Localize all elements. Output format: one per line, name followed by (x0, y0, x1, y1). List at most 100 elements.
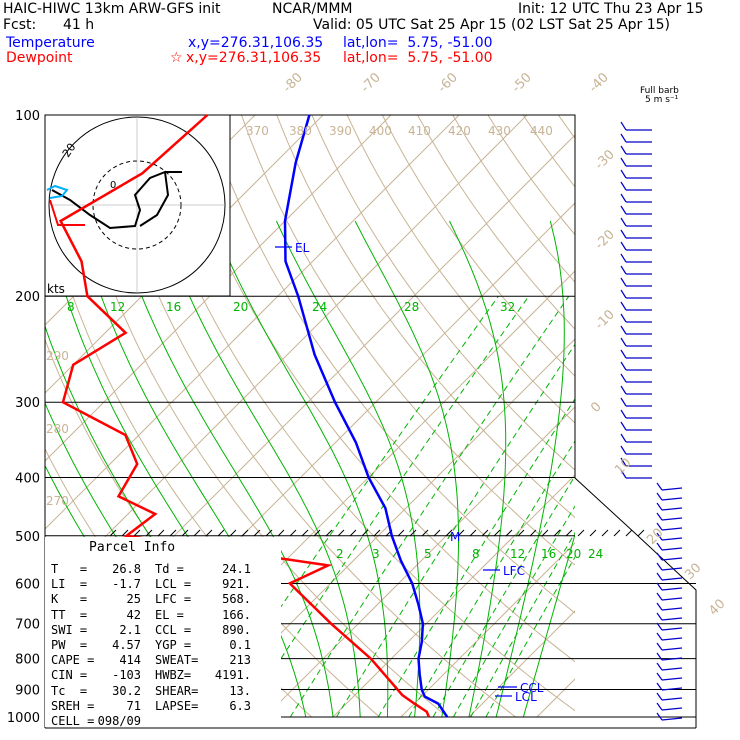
wind-barb-flag (620, 169, 627, 179)
isotherm-line (468, 610, 575, 718)
init-time: Init: 12 UTC Thu 23 Apr 15 (518, 1, 704, 17)
pressure-tick-label: 300 (15, 396, 40, 411)
wind-barb-flag (656, 492, 663, 501)
wind-barb-flag (620, 469, 627, 479)
parcel-info-cell: 414 (119, 653, 141, 668)
parcel-info-cell: CCL = (155, 622, 192, 637)
parcel-info-cell: 166. (222, 607, 251, 622)
mixing-ratio-label: 24 (312, 300, 327, 314)
wind-barb-flag (656, 592, 663, 601)
dry-adiabat-line (65, 115, 448, 718)
level-hatch-mark (289, 529, 297, 537)
level-hatch-mark (277, 529, 285, 537)
temperature-legend: Temperature (6, 35, 95, 51)
hodograph-trace (51, 170, 170, 230)
level-hatch-mark (169, 529, 177, 537)
pressure-tick-label: 500 (15, 530, 40, 545)
level-hatch-mark (541, 529, 549, 537)
dry-adiabat-line (557, 115, 575, 140)
level-hatch-mark (553, 529, 561, 537)
wind-barb-staff (661, 627, 683, 631)
level-hatch-mark (205, 529, 213, 537)
mixing-ratio-line (432, 474, 575, 718)
parcel-info-cell: 890. (222, 622, 251, 637)
isotherm-line (332, 474, 575, 718)
dry-adiabat-label: 410 (408, 124, 431, 138)
pressure-tick-label: 800 (15, 653, 40, 668)
level-hatch-mark (217, 529, 225, 537)
barb-scale-units: 5 m s⁻¹ (645, 95, 679, 105)
m-level-label: M (450, 530, 460, 544)
parcel-info-row: T = 26.8 Td = 24.1 (51, 562, 281, 577)
dry-adiabat-line (241, 115, 575, 566)
parcel-info-cell: LAPSE= (155, 698, 199, 713)
wind-barb-staff (661, 637, 683, 641)
wind-barb-flag (620, 313, 627, 323)
parcel-info-cell: 13. (229, 683, 251, 698)
pressure-tick-label: 900 (15, 683, 40, 698)
parcel-info-row: CIN = -103 HWBZ= 4191. (51, 668, 281, 683)
parcel-info-cell: Td = (155, 562, 184, 576)
isotherm-label: 40 (706, 597, 728, 619)
moist-adiabat-line (275, 220, 421, 718)
isotherm-label: -60 (435, 70, 461, 96)
dewpoint-latlon: lat,lon= 5.75, -51.00 (343, 50, 493, 66)
wind-barbs (620, 121, 683, 721)
moist-adiabat-line (495, 220, 565, 718)
mixing-ratio-label: 24 (588, 547, 603, 561)
dry-adiabat-line (276, 115, 575, 519)
parcel-info-cell: Tc = (51, 683, 88, 698)
wind-barb-flag (656, 652, 663, 661)
parcel-info-cell: 098/09 (97, 714, 141, 728)
wind-barb-flag (656, 572, 663, 581)
parcel-info-cell: -103 (112, 668, 141, 683)
parcel-info-cell: HWBZ= (155, 668, 192, 683)
level-hatch-mark (409, 529, 417, 537)
wind-barb-flag (656, 612, 663, 621)
level-hatch-mark (577, 529, 585, 537)
valid-time: Valid: 05 UTC Sat 25 Apr 15 (02 LST Sat … (313, 17, 671, 33)
wind-barb-staff (661, 597, 683, 601)
level-hatch-mark (613, 529, 621, 537)
parcel-info-cell: CELL = (51, 714, 95, 728)
hodograph-kts-label: kts (47, 282, 65, 296)
mixing-ratio-line (485, 556, 575, 718)
wind-barb-flag (656, 562, 663, 571)
wind-barb-flag (620, 301, 627, 311)
pressure-tick-label: 100 (15, 109, 40, 124)
model-title: HAIC-HIWC 13km ARW-GFS init (3, 1, 221, 17)
dry-adiabat-line (417, 115, 575, 330)
mixing-ratio-label: 16 (541, 547, 556, 561)
mixing-ratio-label: 12 (110, 300, 125, 314)
pressure-tick-label: 400 (15, 471, 40, 486)
parcel-info-cell: 0.1 (229, 638, 251, 652)
moist-adiabat-line (449, 220, 507, 718)
level-hatch-mark (133, 529, 141, 537)
wind-barb-staff (661, 537, 683, 541)
isotherm-label: 10 (612, 456, 634, 478)
mixing-ratio-label: 2 (336, 547, 344, 561)
parcel-info-cell: SWI = (51, 622, 88, 637)
wind-barb-staff (661, 517, 683, 521)
wind-barb-flag (656, 682, 663, 691)
level-hatch-mark (457, 529, 465, 537)
level-hatch-mark (589, 529, 597, 537)
wind-barb-flag (620, 349, 627, 359)
parcel-info-cell: 921. (222, 577, 251, 592)
dry-adiabat-line (381, 115, 575, 377)
level-hatch-mark (253, 529, 261, 537)
mixing-ratio-label: 8 (472, 547, 480, 561)
wind-barb-flag (620, 277, 627, 287)
level-hatch-mark (433, 529, 441, 537)
dry-adiabat-line (205, 115, 575, 614)
isotherm-label: -80 (280, 70, 306, 96)
isotherm-label: -50 (509, 70, 535, 96)
hodograph-upper-trace (46, 184, 69, 199)
wind-barb-flag (620, 385, 627, 395)
org-label: NCAR/MMM (272, 1, 353, 17)
parcel-info-row: CELL = 098/09 (51, 714, 281, 729)
parcel-info-title: Parcel Info (89, 540, 176, 555)
wind-barb-flag (620, 181, 627, 191)
dry-adiabat-line (346, 115, 575, 424)
